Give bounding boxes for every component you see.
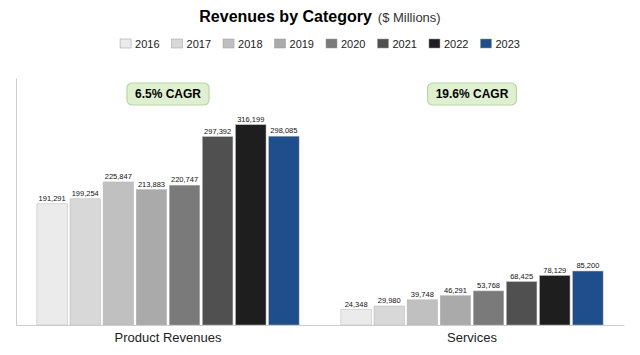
legend-label: 2020	[341, 38, 365, 50]
bar	[37, 204, 67, 325]
legend-label: 2021	[392, 38, 416, 50]
subtitle: ($ Millions)	[378, 10, 441, 25]
bar	[236, 125, 266, 325]
bar	[103, 182, 133, 325]
data-label: 298,085	[270, 126, 297, 135]
legend-label: 2023	[495, 38, 519, 50]
data-label: 85,200	[576, 261, 599, 270]
y-axis	[16, 79, 17, 326]
bar	[169, 185, 199, 325]
data-label: 68,425	[510, 272, 533, 281]
legend-item: 2021	[377, 38, 416, 50]
legend-swatch	[120, 39, 131, 48]
bars	[37, 125, 603, 325]
legend-item: 2019	[275, 38, 314, 50]
annotation-box	[127, 83, 209, 105]
data-label: 29,980	[378, 296, 401, 305]
x-tick-label: Product Revenues	[115, 330, 222, 345]
legend-item: 2022	[429, 38, 468, 50]
x-tick: Product Revenues	[115, 325, 222, 345]
legend-label: 2022	[444, 38, 468, 50]
annotations: 6.5% CAGR 19.6% CAGR	[127, 83, 516, 105]
data-label: 225,847	[105, 172, 132, 181]
x-axis-line	[17, 325, 625, 326]
data-label: 39,748	[411, 290, 434, 299]
data-labels: 191,291 24,348 199,254 29,980 225,847 39,748 2…	[39, 115, 600, 309]
annotation-text: 6.5% CAGR	[135, 87, 201, 101]
legend-label: 2019	[290, 38, 314, 50]
y-axis-line	[16, 79, 17, 326]
legend-label: 2016	[135, 38, 159, 50]
legend-swatch	[480, 39, 491, 48]
legend-item: 2023	[480, 38, 519, 50]
legend-item: 2016	[120, 38, 159, 50]
legend-item: 2020	[326, 38, 365, 50]
bar	[440, 296, 470, 325]
data-label: 24,348	[345, 300, 368, 309]
data-label: 191,291	[39, 194, 66, 203]
title: Revenues by Category	[199, 8, 372, 25]
legend-item: 2018	[223, 38, 262, 50]
bar	[341, 310, 371, 325]
data-label: 46,291	[444, 286, 467, 295]
data-label: 213,883	[138, 180, 165, 189]
legend-swatch	[172, 39, 183, 48]
annotation: 19.6% CAGR	[428, 83, 517, 105]
data-label: 53,768	[477, 281, 500, 290]
annotation: 6.5% CAGR	[127, 83, 209, 105]
legend-swatch	[429, 39, 440, 48]
bar	[407, 300, 437, 325]
bar	[506, 282, 536, 325]
data-label: 199,254	[72, 189, 99, 198]
annotation-text: 19.6% CAGR	[436, 87, 509, 101]
bar	[473, 291, 503, 325]
bar	[70, 199, 100, 325]
legend-swatch	[223, 39, 234, 48]
data-label: 78,129	[543, 266, 566, 275]
x-tick: Services	[447, 325, 497, 345]
legend-swatch	[275, 39, 286, 48]
legend-swatch	[377, 39, 388, 48]
bar	[573, 271, 603, 325]
legend-label: 2018	[238, 38, 262, 50]
bar	[202, 137, 232, 325]
bar	[269, 136, 299, 325]
data-label: 220,747	[171, 175, 198, 184]
legend-swatch	[326, 39, 337, 48]
title-group: Revenues by Category ($ Millions)	[199, 8, 440, 25]
legend-item: 2017	[172, 38, 211, 50]
bar	[136, 190, 166, 325]
annotation-box	[428, 83, 517, 105]
x-axis: Product Revenues Services	[17, 325, 625, 345]
legend-label: 2017	[187, 38, 211, 50]
legend: 2016 2017 2018 2019 2020 2021 2022 2023	[120, 38, 520, 50]
bar	[540, 276, 570, 325]
chart: Revenues by Category ($ Millions) 191,291 2…	[0, 0, 640, 355]
data-label: 297,392	[204, 127, 231, 136]
bar	[374, 306, 404, 325]
data-label: 316,199	[237, 115, 264, 124]
x-tick-label: Services	[447, 330, 497, 345]
